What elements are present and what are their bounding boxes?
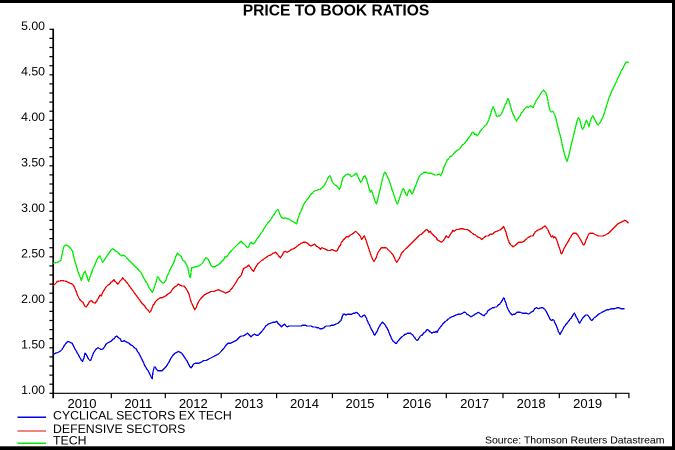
svg-text:2013: 2013 <box>234 396 263 411</box>
svg-text:CYCLICAL SECTORS EX TECH: CYCLICAL SECTORS EX TECH <box>53 409 232 423</box>
svg-text:2016: 2016 <box>402 396 431 411</box>
svg-text:2014: 2014 <box>290 396 319 411</box>
svg-text:DEFENSIVE SECTORS: DEFENSIVE SECTORS <box>53 422 185 436</box>
svg-text:2019: 2019 <box>573 396 602 411</box>
svg-text:2012: 2012 <box>179 396 208 411</box>
svg-text:2010: 2010 <box>68 396 97 411</box>
svg-text:2.00: 2.00 <box>21 292 45 306</box>
svg-text:2017: 2017 <box>460 396 489 411</box>
svg-text:2015: 2015 <box>346 396 375 411</box>
svg-text:2.50: 2.50 <box>21 246 45 260</box>
svg-text:1.00: 1.00 <box>21 383 45 397</box>
svg-text:5.00: 5.00 <box>21 19 45 33</box>
svg-text:2011: 2011 <box>124 396 152 411</box>
svg-text:Source: Thomson Reuters Datast: Source: Thomson Reuters Datastream <box>485 435 665 447</box>
svg-text:PRICE TO BOOK RATIOS: PRICE TO BOOK RATIOS <box>243 3 430 20</box>
svg-text:3.00: 3.00 <box>21 201 45 215</box>
svg-text:1.50: 1.50 <box>21 337 45 351</box>
svg-text:3.50: 3.50 <box>21 155 45 169</box>
svg-text:4.00: 4.00 <box>21 110 45 124</box>
svg-text:2018: 2018 <box>517 396 546 411</box>
svg-text:TECH: TECH <box>53 434 86 448</box>
svg-text:4.50: 4.50 <box>21 64 45 78</box>
